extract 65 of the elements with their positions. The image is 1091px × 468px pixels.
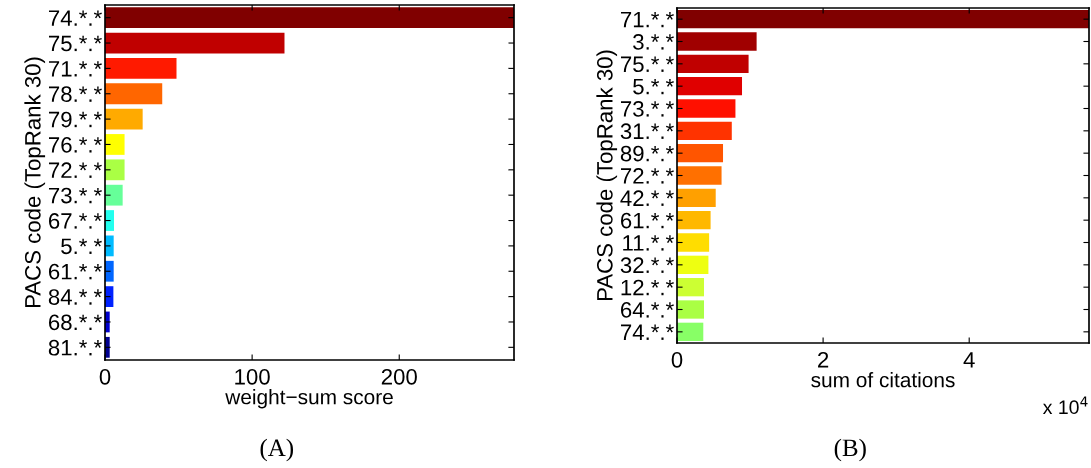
bar xyxy=(677,54,749,73)
y-tick-label: 67.*.* xyxy=(48,213,102,229)
y-tick-label: 5.*.* xyxy=(633,78,674,95)
bar xyxy=(677,77,743,96)
y-axis-title: PACS code (TopRank 30) xyxy=(24,57,46,308)
y-tick-label: 76.*.* xyxy=(49,137,102,153)
y-tick-label: 74.*.* xyxy=(621,324,674,340)
bar xyxy=(677,121,732,140)
bar xyxy=(677,300,705,319)
bar xyxy=(677,322,704,341)
x-tick-label: 0 xyxy=(671,351,683,368)
bar xyxy=(677,99,736,118)
x-tick-label: 100 xyxy=(235,368,270,385)
bar xyxy=(105,108,143,130)
y-tick-label: 31.*.* xyxy=(620,123,674,140)
bar xyxy=(105,83,163,105)
y-axis-title: PACS code (TopRank 30) xyxy=(596,50,618,301)
y-tick-label: 11.*.* xyxy=(623,235,674,251)
y-tick-label: 61.*.* xyxy=(48,263,102,280)
y-tick-label: 42.*.* xyxy=(620,190,674,206)
y-tick-label: 64.*.* xyxy=(620,302,674,318)
bar xyxy=(677,144,724,163)
y-tick-label: 72.*.* xyxy=(621,168,674,184)
bar xyxy=(105,32,285,54)
y-tick-label: 81.*.* xyxy=(48,339,102,356)
text: (A) xyxy=(260,438,294,462)
text: x 10$^{4}$ xyxy=(1042,396,1088,415)
bar xyxy=(677,278,705,297)
bar xyxy=(677,32,757,51)
bar xyxy=(105,260,114,282)
y-tick-label: 3.*.* xyxy=(633,34,674,50)
bar xyxy=(105,58,177,79)
y-tick-label: 5.*.* xyxy=(61,238,102,255)
bar xyxy=(105,159,125,181)
y-tick-label: 72.*.* xyxy=(49,162,102,178)
bar xyxy=(677,188,716,207)
y-tick-label: 71.*.* xyxy=(621,11,674,28)
x-tick-label: 200 xyxy=(381,368,417,385)
y-tick-label: 75.*.* xyxy=(621,56,674,73)
y-tick-label: 89.*.* xyxy=(620,145,674,162)
y-tick-label: 75.*.* xyxy=(49,35,102,52)
x-tick-label: 4 xyxy=(963,352,975,368)
x-tick-label: 2 xyxy=(818,351,829,368)
x-axis-title: sum of citations xyxy=(811,372,955,388)
text: (B) xyxy=(834,438,866,462)
y-tick-label: 12.*.* xyxy=(621,279,674,296)
bar xyxy=(677,255,709,274)
y-tick-label: 74.*.* xyxy=(49,10,102,26)
y-tick-label: 73.*.* xyxy=(621,101,674,117)
x-tick-label: 0 xyxy=(99,368,111,385)
bar xyxy=(105,184,123,206)
y-tick-label: 71.*.* xyxy=(49,61,102,77)
bar xyxy=(105,235,114,257)
y-tick-label: 73.*.* xyxy=(49,187,102,204)
y-tick-label: 68.*.* xyxy=(48,314,102,331)
y-tick-label: 79.*.* xyxy=(49,111,102,128)
bar xyxy=(677,211,711,230)
bar xyxy=(105,134,125,155)
x-axis-title: weight−sum score xyxy=(225,389,393,409)
bar xyxy=(677,166,722,185)
y-tick-label: 84.*.* xyxy=(48,289,102,305)
y-tick-label: 32.*.* xyxy=(620,257,674,274)
y-tick-label: 61.*.* xyxy=(620,212,674,229)
bar xyxy=(677,233,710,252)
y-tick-label: 78.*.* xyxy=(49,86,102,103)
